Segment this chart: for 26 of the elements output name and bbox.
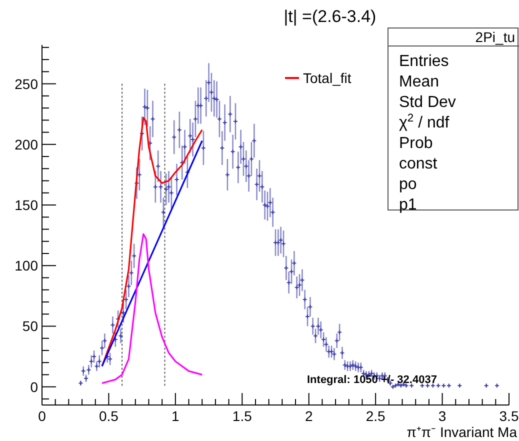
y-tick-label: 50	[22, 318, 38, 334]
annotation: χ$^{2}$ / ndf	[399, 112, 450, 132]
annotation: Std Dev	[399, 94, 456, 111]
y-tick-label: 0	[30, 378, 38, 395]
y-tick-label: 150	[14, 197, 38, 213]
annotation: po	[399, 176, 417, 193]
legend-label: Total_fit	[303, 70, 352, 86]
x-tick-label: 2.5	[366, 408, 386, 424]
text: 2Pi_tu	[475, 29, 515, 45]
x-tick-label: 2	[304, 408, 313, 424]
x-tick-label: 0.5	[98, 408, 119, 424]
y-tick-label: 200	[14, 136, 38, 152]
annotation: const	[399, 156, 438, 172]
y-tick-label: 250	[14, 76, 38, 92]
annotation: Mean	[399, 74, 440, 90]
line-series	[101, 233, 203, 384]
annotation: Entries	[399, 53, 449, 70]
chart-title: |t| =(2.6-3.4)	[284, 7, 376, 26]
x-tick-label: 3.5	[499, 408, 519, 424]
x-tick-label: 3	[438, 408, 446, 424]
x-axis-title: π⁺π⁻ Invariant Ma	[406, 424, 518, 440]
x-tick-label: 1	[172, 408, 180, 424]
annotation: Prob	[399, 135, 433, 152]
x-tick-label: 1.5	[232, 408, 252, 424]
y-tick-label: 100	[14, 258, 38, 274]
annotation: p1	[399, 196, 417, 214]
